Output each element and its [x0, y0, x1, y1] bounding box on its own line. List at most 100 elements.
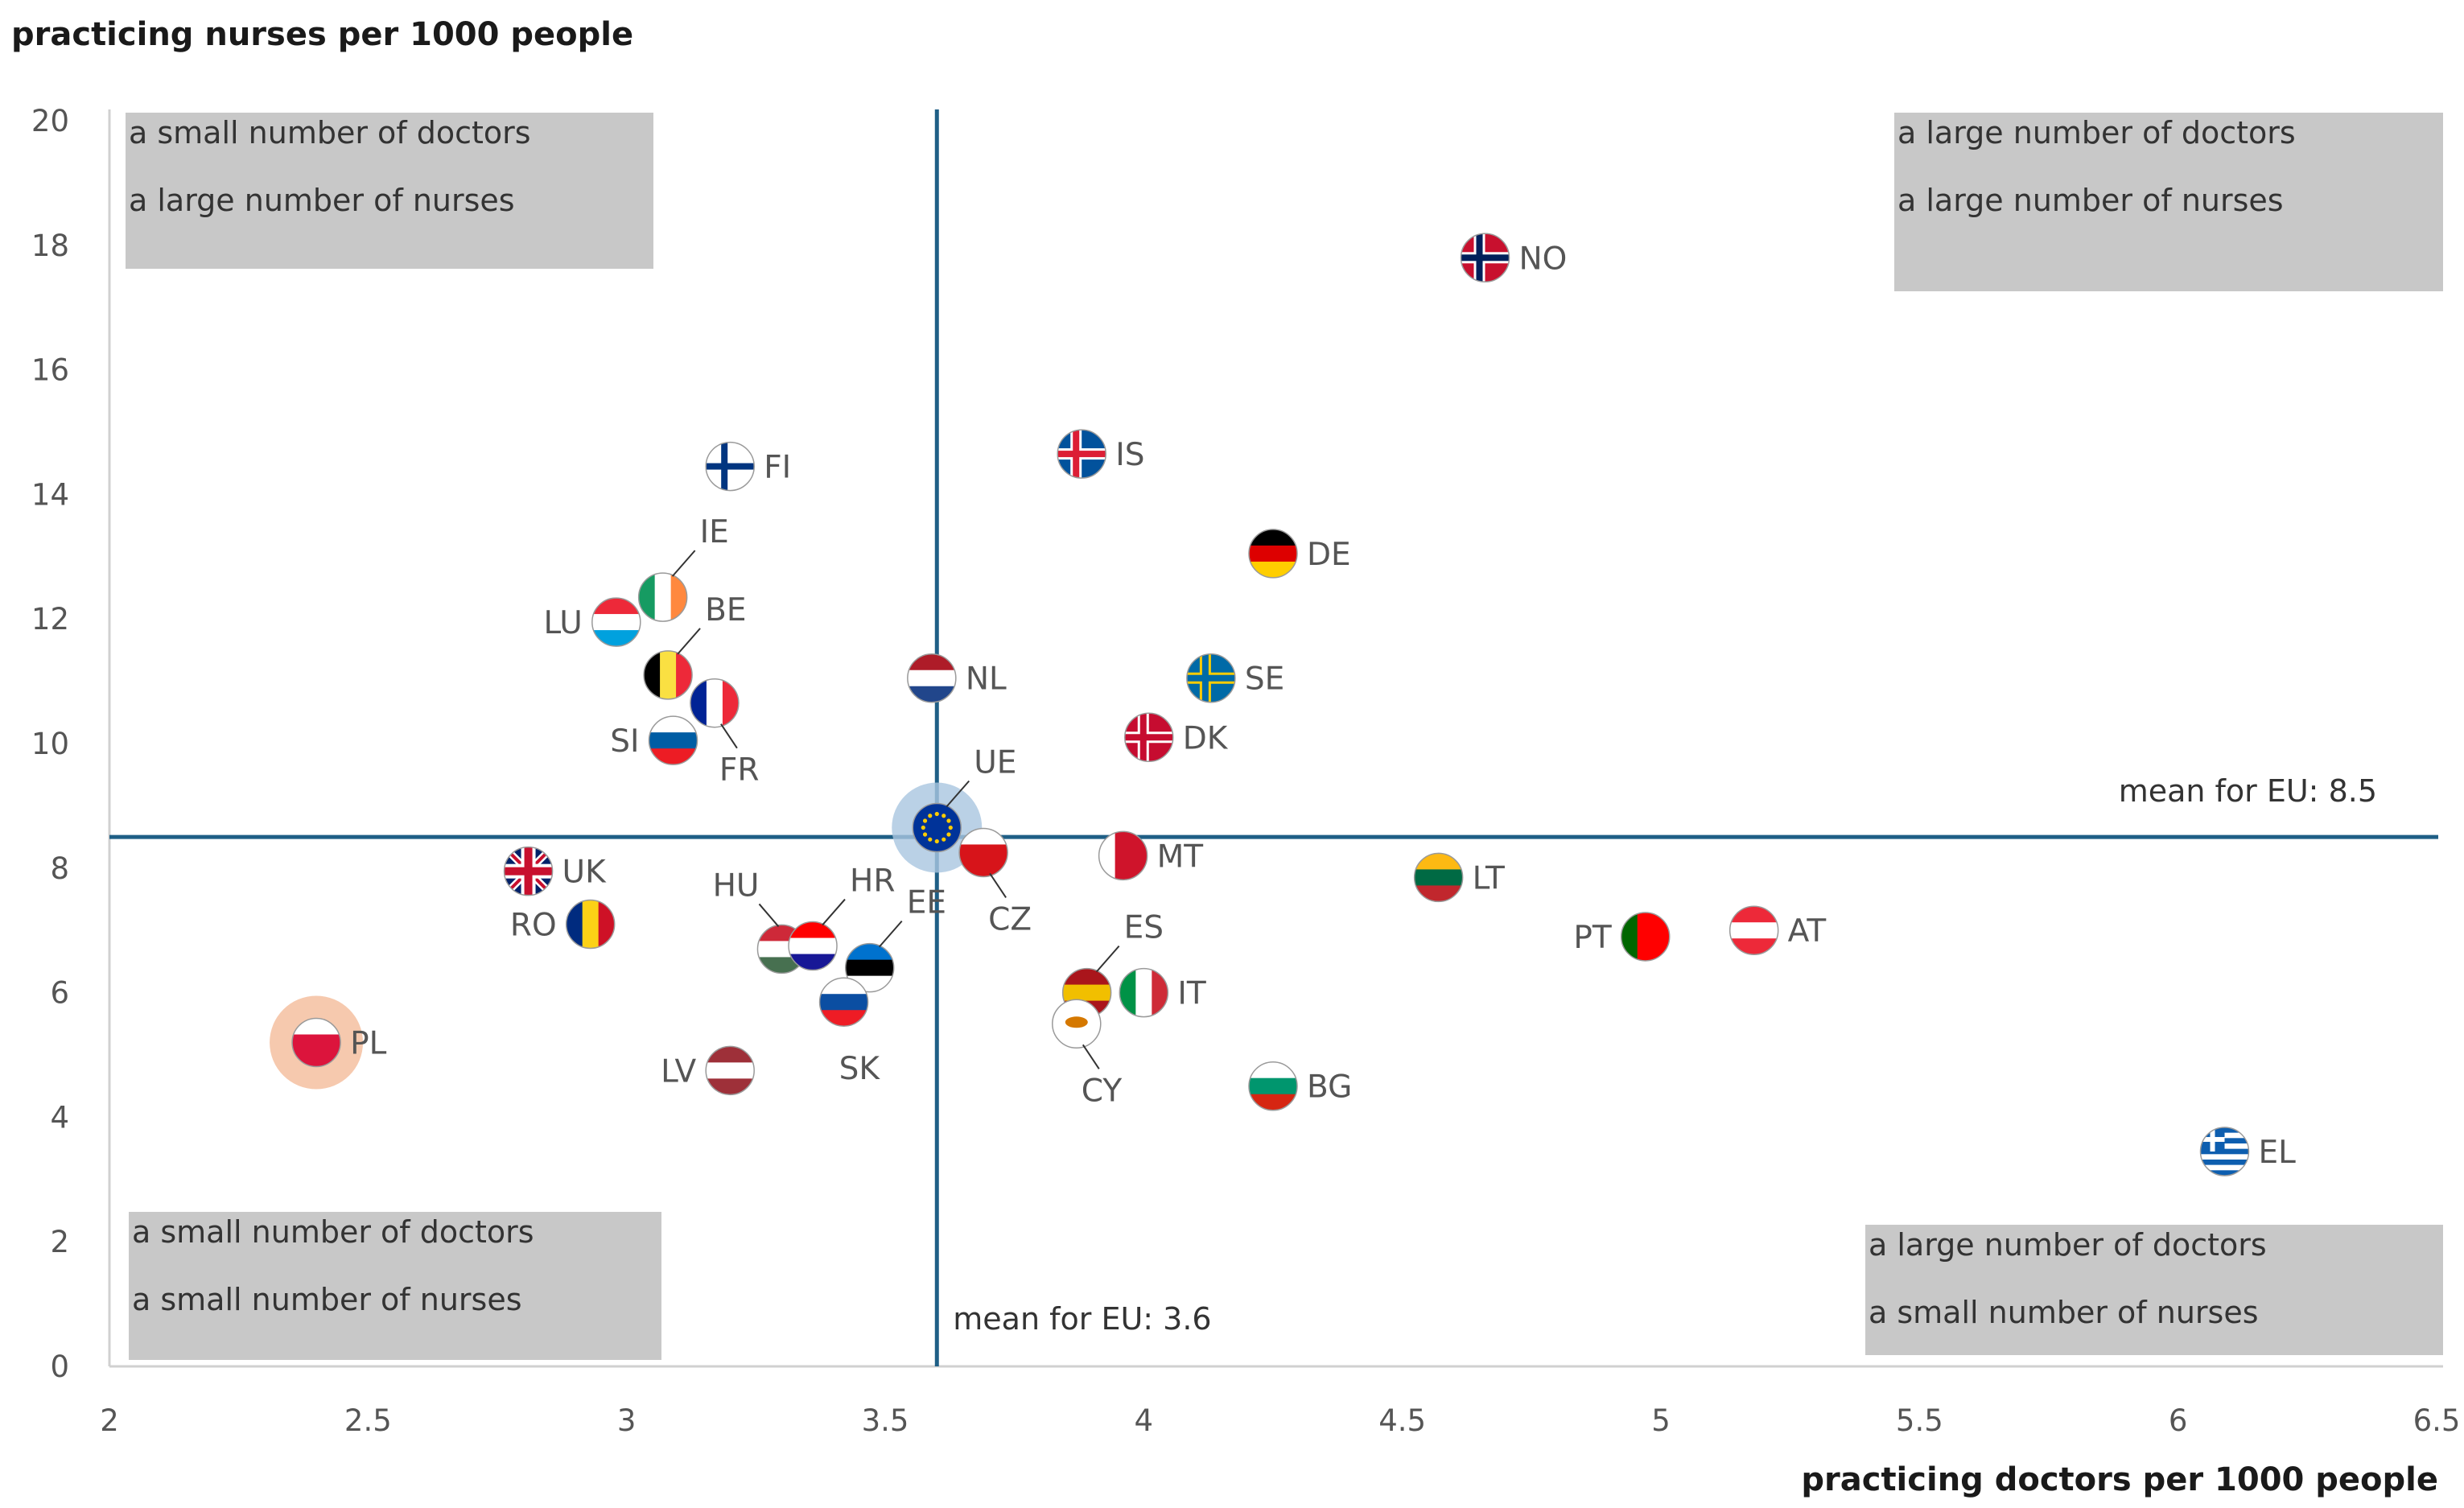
flag-outline [1729, 905, 1779, 955]
flag-stripe [789, 937, 838, 955]
flag-stripe [907, 670, 956, 687]
flag-stripe [1621, 912, 1638, 961]
flag-stripe [649, 732, 698, 750]
flag-stripe [845, 943, 894, 961]
flag-fill [1052, 999, 1101, 1049]
data-point-ro: RO [510, 899, 616, 950]
flag-stripe [638, 573, 656, 622]
flag-stripe [1152, 968, 1168, 1017]
flag-stripe [1637, 912, 1654, 961]
flag-fill [1621, 912, 1670, 961]
point-label: CZ [988, 901, 1032, 937]
flag-star [946, 832, 951, 837]
quadrant-background [129, 1212, 661, 1360]
flag-outline [705, 441, 755, 492]
flag-stripe [2200, 1164, 2249, 1172]
flag-stripe [1115, 831, 1132, 880]
point-label: CY [1082, 1073, 1123, 1109]
flag-stripe [292, 1018, 341, 1036]
x-tick-label: 3 [617, 1403, 637, 1438]
quadrant-line-1: a small number of doctors [132, 1214, 534, 1250]
flag-stripe [789, 954, 838, 970]
quadrant-background [126, 113, 653, 269]
flag-star [921, 825, 925, 830]
point-label: IE [700, 514, 729, 550]
y-tick-label: 0 [50, 1349, 69, 1384]
data-point-at: AT [1729, 905, 1826, 955]
data-point-de: DE [1248, 529, 1351, 579]
flag-outline [503, 846, 554, 896]
point-label: NL [966, 661, 1007, 698]
flag-fill [649, 716, 698, 765]
y-tick-label: 2 [50, 1225, 69, 1259]
flag-fill [690, 678, 739, 727]
callout-line [946, 780, 970, 808]
flag-fill [504, 847, 553, 896]
flag-stripe [959, 860, 1008, 877]
data-point-it: IT [1119, 967, 1206, 1018]
data-point-mt: MT [1098, 830, 1203, 881]
x-tick-label: 2.5 [344, 1403, 392, 1438]
flag-fill [644, 650, 693, 699]
x-tick-label: 5.5 [1896, 1403, 1943, 1438]
quadrant-line-1: a small number of doctors [129, 115, 531, 150]
flag-cross-inner [706, 463, 755, 470]
flag-stripe [845, 959, 894, 977]
quadrant-box-top-right: a large number of doctors a large number … [1894, 113, 2443, 291]
flag-outline [1248, 529, 1298, 579]
flag-fill [1119, 968, 1168, 1017]
data-point-lt: LT [1413, 852, 1505, 903]
flag-stripe [1098, 831, 1116, 880]
point-label: RO [510, 907, 557, 943]
flag-outline [844, 942, 895, 993]
data-point-hr: HR [788, 863, 895, 971]
point-label: FR [719, 752, 760, 789]
flag-fill [1414, 853, 1463, 902]
flag-outline [788, 921, 838, 971]
flag-stripe [292, 1050, 341, 1067]
data-point-ie: IE [637, 514, 729, 622]
flag-stripe [649, 716, 698, 734]
flag-outline [1057, 429, 1106, 479]
data-point-el: EL [2199, 1127, 2296, 1176]
flag-cross-inner [504, 867, 553, 876]
flag-stripe [1729, 922, 1778, 940]
point-label: IS [1115, 437, 1144, 473]
point-label: BE [705, 592, 746, 628]
flag-stripe [1249, 1077, 1297, 1095]
flag-star [928, 814, 933, 818]
point-label: HU [713, 867, 760, 904]
flag-stripe [292, 1034, 341, 1052]
data-point-uk: UK [503, 846, 607, 896]
flag-stripe [789, 921, 838, 939]
data-point-pt: PT [1573, 912, 1671, 962]
flag-outline [1186, 653, 1236, 703]
flag-outline [1124, 712, 1174, 763]
flag-outline [2199, 1127, 2250, 1176]
flag-stripe [591, 630, 641, 647]
quadrant-line-2: a large number of nurses [129, 183, 515, 218]
y-tick-label: 16 [31, 353, 69, 388]
data-point-hu: HU [713, 867, 807, 974]
flag-stripe [1249, 545, 1297, 562]
callout-line [677, 628, 701, 655]
flag-stripe [722, 678, 739, 727]
flag-stripe [1249, 561, 1297, 578]
flag-fill [913, 803, 962, 852]
data-point-no: NO [1460, 233, 1567, 283]
flag-stripe [706, 1046, 755, 1064]
data-point-ue: UE [892, 744, 1016, 873]
callout-line [1082, 1044, 1100, 1069]
flag-outline [912, 802, 962, 853]
callout-line [878, 920, 903, 948]
quadrant-background [1865, 1225, 2443, 1355]
point-label: LV [661, 1053, 696, 1090]
flag-stripe [660, 650, 678, 699]
flag-fill [1729, 906, 1778, 955]
flag-star [928, 837, 933, 842]
data-point-cz: CZ [958, 827, 1032, 937]
flag-star [934, 838, 939, 844]
y-tick-label: 14 [31, 477, 69, 512]
y-tick-label: 12 [31, 602, 69, 637]
